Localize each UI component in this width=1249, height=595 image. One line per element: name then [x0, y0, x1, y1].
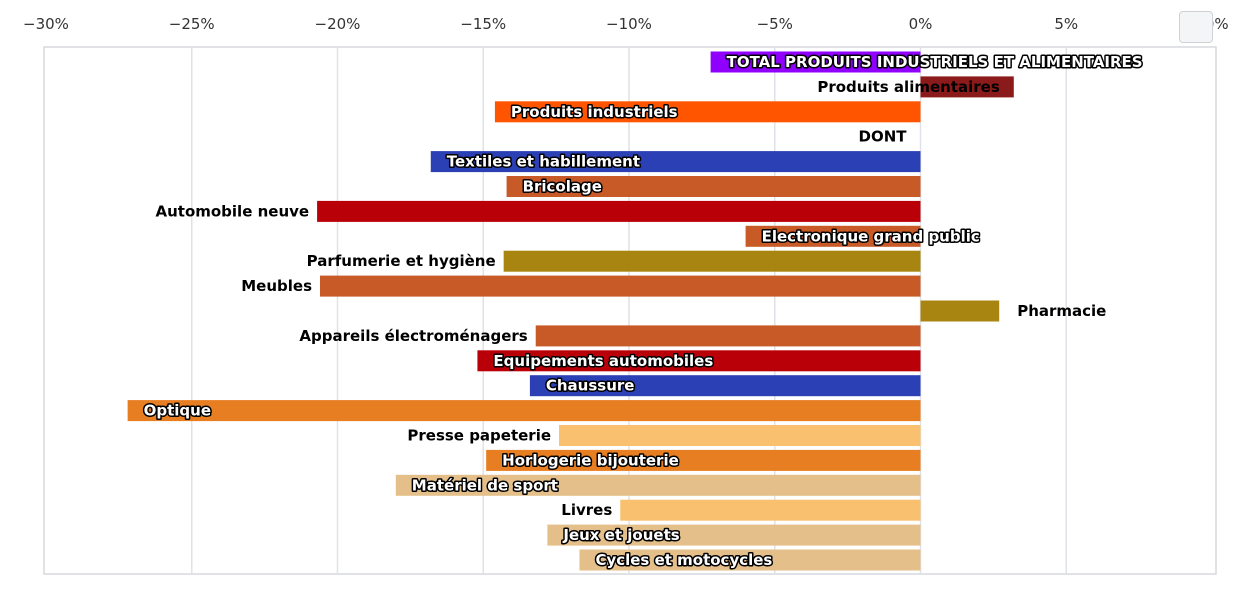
bar-label: Horlogerie bijouterie [502, 451, 679, 469]
bar-label: Pharmacie [1017, 302, 1106, 320]
bar [535, 325, 921, 347]
bar-label: Matériel de sport [412, 476, 558, 494]
bar [477, 350, 921, 372]
bar [503, 250, 921, 272]
x-tick-label: −20% [315, 15, 361, 33]
x-axis-tick-labels: −30%−25%−20%−15%−10%−5%0%5%10% [23, 15, 1229, 33]
bar-label: Electronique grand public [762, 227, 980, 245]
bar [320, 275, 921, 297]
bar [506, 176, 921, 197]
bar-label: Cycles et motocycles [595, 551, 772, 569]
bar-label: Parfumerie et hygiène [307, 252, 496, 270]
bar [620, 499, 921, 521]
x-tick-label: 0% [909, 15, 933, 33]
bar [745, 225, 921, 247]
bar-labels: TOTAL PRODUITS INDUSTRIELS ET ALIMENTAIR… [142, 52, 1144, 571]
x-tick-label: −30% [23, 15, 69, 33]
chart-menu-button[interactable] [1179, 11, 1213, 43]
bar [317, 200, 921, 222]
x-tick-label: −25% [169, 15, 215, 33]
bar-label: Produits industriels [511, 103, 678, 121]
bar-label: Equipements automobiles [493, 352, 713, 370]
bar-label: Automobile neuve [155, 202, 309, 220]
bar-label: Jeux et jouets [562, 526, 679, 544]
bar-label: Produits alimentaires [817, 78, 999, 96]
bar-label: TOTAL PRODUITS INDUSTRIELS ET ALIMENTAIR… [727, 53, 1143, 71]
bar-label: Chaussure [546, 377, 635, 395]
bar [579, 549, 921, 571]
bar-label: Meubles [241, 277, 312, 295]
x-tick-label: −15% [460, 15, 506, 33]
x-tick-label: 5% [1054, 15, 1078, 33]
bar [920, 76, 1014, 98]
bar [486, 449, 921, 471]
bar-label: Appareils électroménagers [299, 327, 527, 345]
bar [920, 300, 1000, 322]
bar [127, 400, 921, 422]
bar [395, 474, 921, 496]
bar-label: Livres [561, 501, 612, 519]
bar-label: Textiles et habillement [447, 153, 640, 171]
bar-label: Optique [144, 402, 211, 420]
bar [559, 425, 921, 446]
bar [710, 51, 921, 73]
bar [430, 151, 921, 173]
bar [547, 524, 921, 546]
bar [529, 375, 921, 397]
bar-label: DONT [859, 128, 908, 146]
bars [127, 51, 1014, 571]
x-tick-label: −10% [606, 15, 652, 33]
bar-label: Presse papeterie [407, 427, 551, 445]
x-tick-label: −5% [757, 15, 793, 33]
bar [494, 101, 921, 123]
bar-label: Bricolage [523, 178, 602, 196]
